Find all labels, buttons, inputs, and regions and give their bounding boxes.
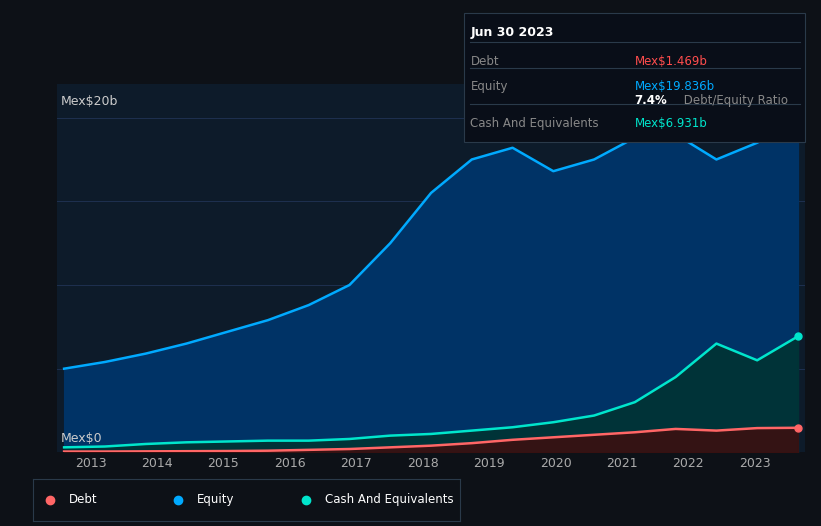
Text: Cash And Equivalents: Cash And Equivalents [470, 117, 599, 130]
Text: Mex$6.931b: Mex$6.931b [635, 117, 708, 130]
Text: Equity: Equity [470, 80, 508, 94]
Text: Equity: Equity [197, 493, 235, 506]
Text: Debt: Debt [470, 55, 499, 68]
Text: Debt: Debt [69, 493, 98, 506]
Text: Debt/Equity Ratio: Debt/Equity Ratio [680, 94, 788, 107]
Text: Mex$20b: Mex$20b [62, 95, 118, 108]
Text: Mex$19.836b: Mex$19.836b [635, 80, 715, 94]
Text: Cash And Equivalents: Cash And Equivalents [325, 493, 454, 506]
Text: Jun 30 2023: Jun 30 2023 [470, 26, 554, 39]
Text: 7.4%: 7.4% [635, 94, 667, 107]
Text: Mex$0: Mex$0 [62, 432, 103, 445]
Text: Mex$1.469b: Mex$1.469b [635, 55, 708, 68]
